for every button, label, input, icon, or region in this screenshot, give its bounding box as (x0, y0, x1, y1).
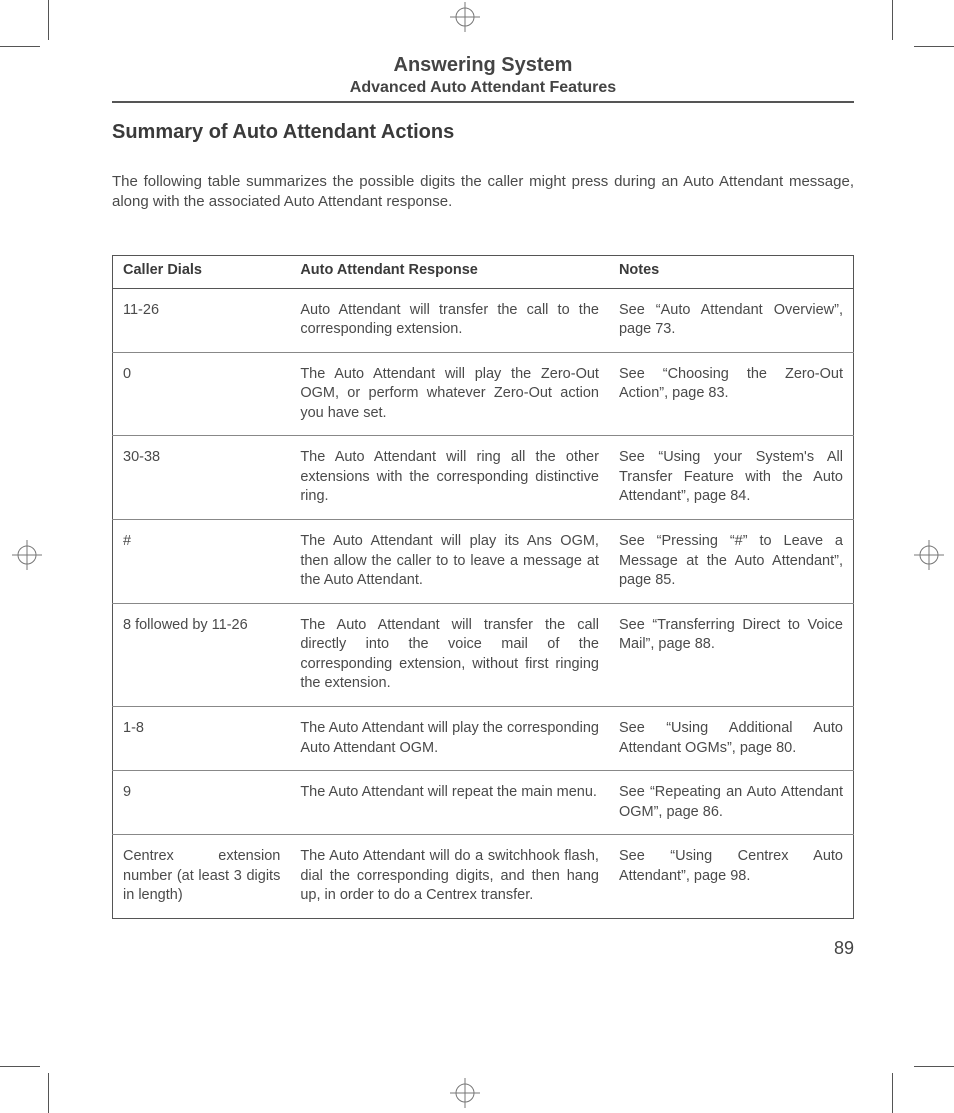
cell-caller-dials: 0 (113, 352, 291, 436)
table-row: Centrex extension number (at least 3 dig… (113, 835, 854, 919)
cell-caller-dials: Centrex extension number (at least 3 dig… (113, 835, 291, 919)
cell-caller-dials: 1-8 (113, 706, 291, 770)
table-row: 11-26Auto Attendant will transfer the ca… (113, 288, 854, 352)
table-row: 1-8The Auto Attendant will play the corr… (113, 706, 854, 770)
crop-mark (0, 46, 40, 47)
cell-notes: See “Transferring Direct to Voice Mail”,… (609, 603, 854, 706)
cell-response: The Auto Attendant will ring all the oth… (290, 436, 609, 520)
actions-table: Caller Dials Auto Attendant Response Not… (112, 255, 854, 919)
registration-mark-top (450, 2, 480, 32)
crop-mark (892, 0, 893, 40)
table-header-row: Caller Dials Auto Attendant Response Not… (113, 255, 854, 288)
cell-caller-dials: 9 (113, 771, 291, 835)
crop-mark (48, 1073, 49, 1113)
cell-response: The Auto Attendant will play its Ans OGM… (290, 520, 609, 604)
cell-caller-dials: 11-26 (113, 288, 291, 352)
page-header: Answering System Advanced Auto Attendant… (112, 54, 854, 103)
cell-notes: See “Repeating an Auto Attendant OGM”, p… (609, 771, 854, 835)
cell-response: The Auto Attendant will repeat the main … (290, 771, 609, 835)
cell-caller-dials: 30-38 (113, 436, 291, 520)
table-row: #The Auto Attendant will play its Ans OG… (113, 520, 854, 604)
col-header-notes: Notes (609, 255, 854, 288)
cell-notes: See “Choosing the Zero-Out Action”, page… (609, 352, 854, 436)
cell-caller-dials: # (113, 520, 291, 604)
cell-response: Auto Attendant will transfer the call to… (290, 288, 609, 352)
registration-mark-right (914, 540, 944, 570)
cell-response: The Auto Attendant will transfer the cal… (290, 603, 609, 706)
table-row: 8 followed by 11-26The Auto Attendant wi… (113, 603, 854, 706)
cell-notes: See “Pressing “#” to Leave a Message at … (609, 520, 854, 604)
cell-notes: See “Using Additional Auto Attendant OGM… (609, 706, 854, 770)
page-content: Answering System Advanced Auto Attendant… (112, 54, 854, 919)
crop-mark (914, 46, 954, 47)
registration-mark-bottom (450, 1078, 480, 1108)
header-subtitle: Advanced Auto Attendant Features (112, 79, 854, 97)
cell-caller-dials: 8 followed by 11-26 (113, 603, 291, 706)
registration-mark-left (12, 540, 42, 570)
intro-paragraph: The following table summarizes the possi… (112, 172, 854, 213)
table-row: 0The Auto Attendant will play the Zero-O… (113, 352, 854, 436)
crop-mark (892, 1073, 893, 1113)
table-row: 9The Auto Attendant will repeat the main… (113, 771, 854, 835)
crop-mark (0, 1066, 40, 1067)
cell-response: The Auto Attendant will do a switchhook … (290, 835, 609, 919)
table-row: 30-38The Auto Attendant will ring all th… (113, 436, 854, 520)
col-header-caller-dials: Caller Dials (113, 255, 291, 288)
cell-notes: See “Using Centrex Auto Attendant”, page… (609, 835, 854, 919)
header-title: Answering System (112, 54, 854, 77)
crop-mark (48, 0, 49, 40)
cell-response: The Auto Attendant will play the corresp… (290, 706, 609, 770)
cell-response: The Auto Attendant will play the Zero-Ou… (290, 352, 609, 436)
cell-notes: See “Using your System's All Transfer Fe… (609, 436, 854, 520)
section-title: Summary of Auto Attendant Actions (112, 121, 854, 144)
col-header-response: Auto Attendant Response (290, 255, 609, 288)
cell-notes: See “Auto Attendant Overview”, page 73. (609, 288, 854, 352)
page-number: 89 (834, 938, 854, 959)
crop-mark (914, 1066, 954, 1067)
